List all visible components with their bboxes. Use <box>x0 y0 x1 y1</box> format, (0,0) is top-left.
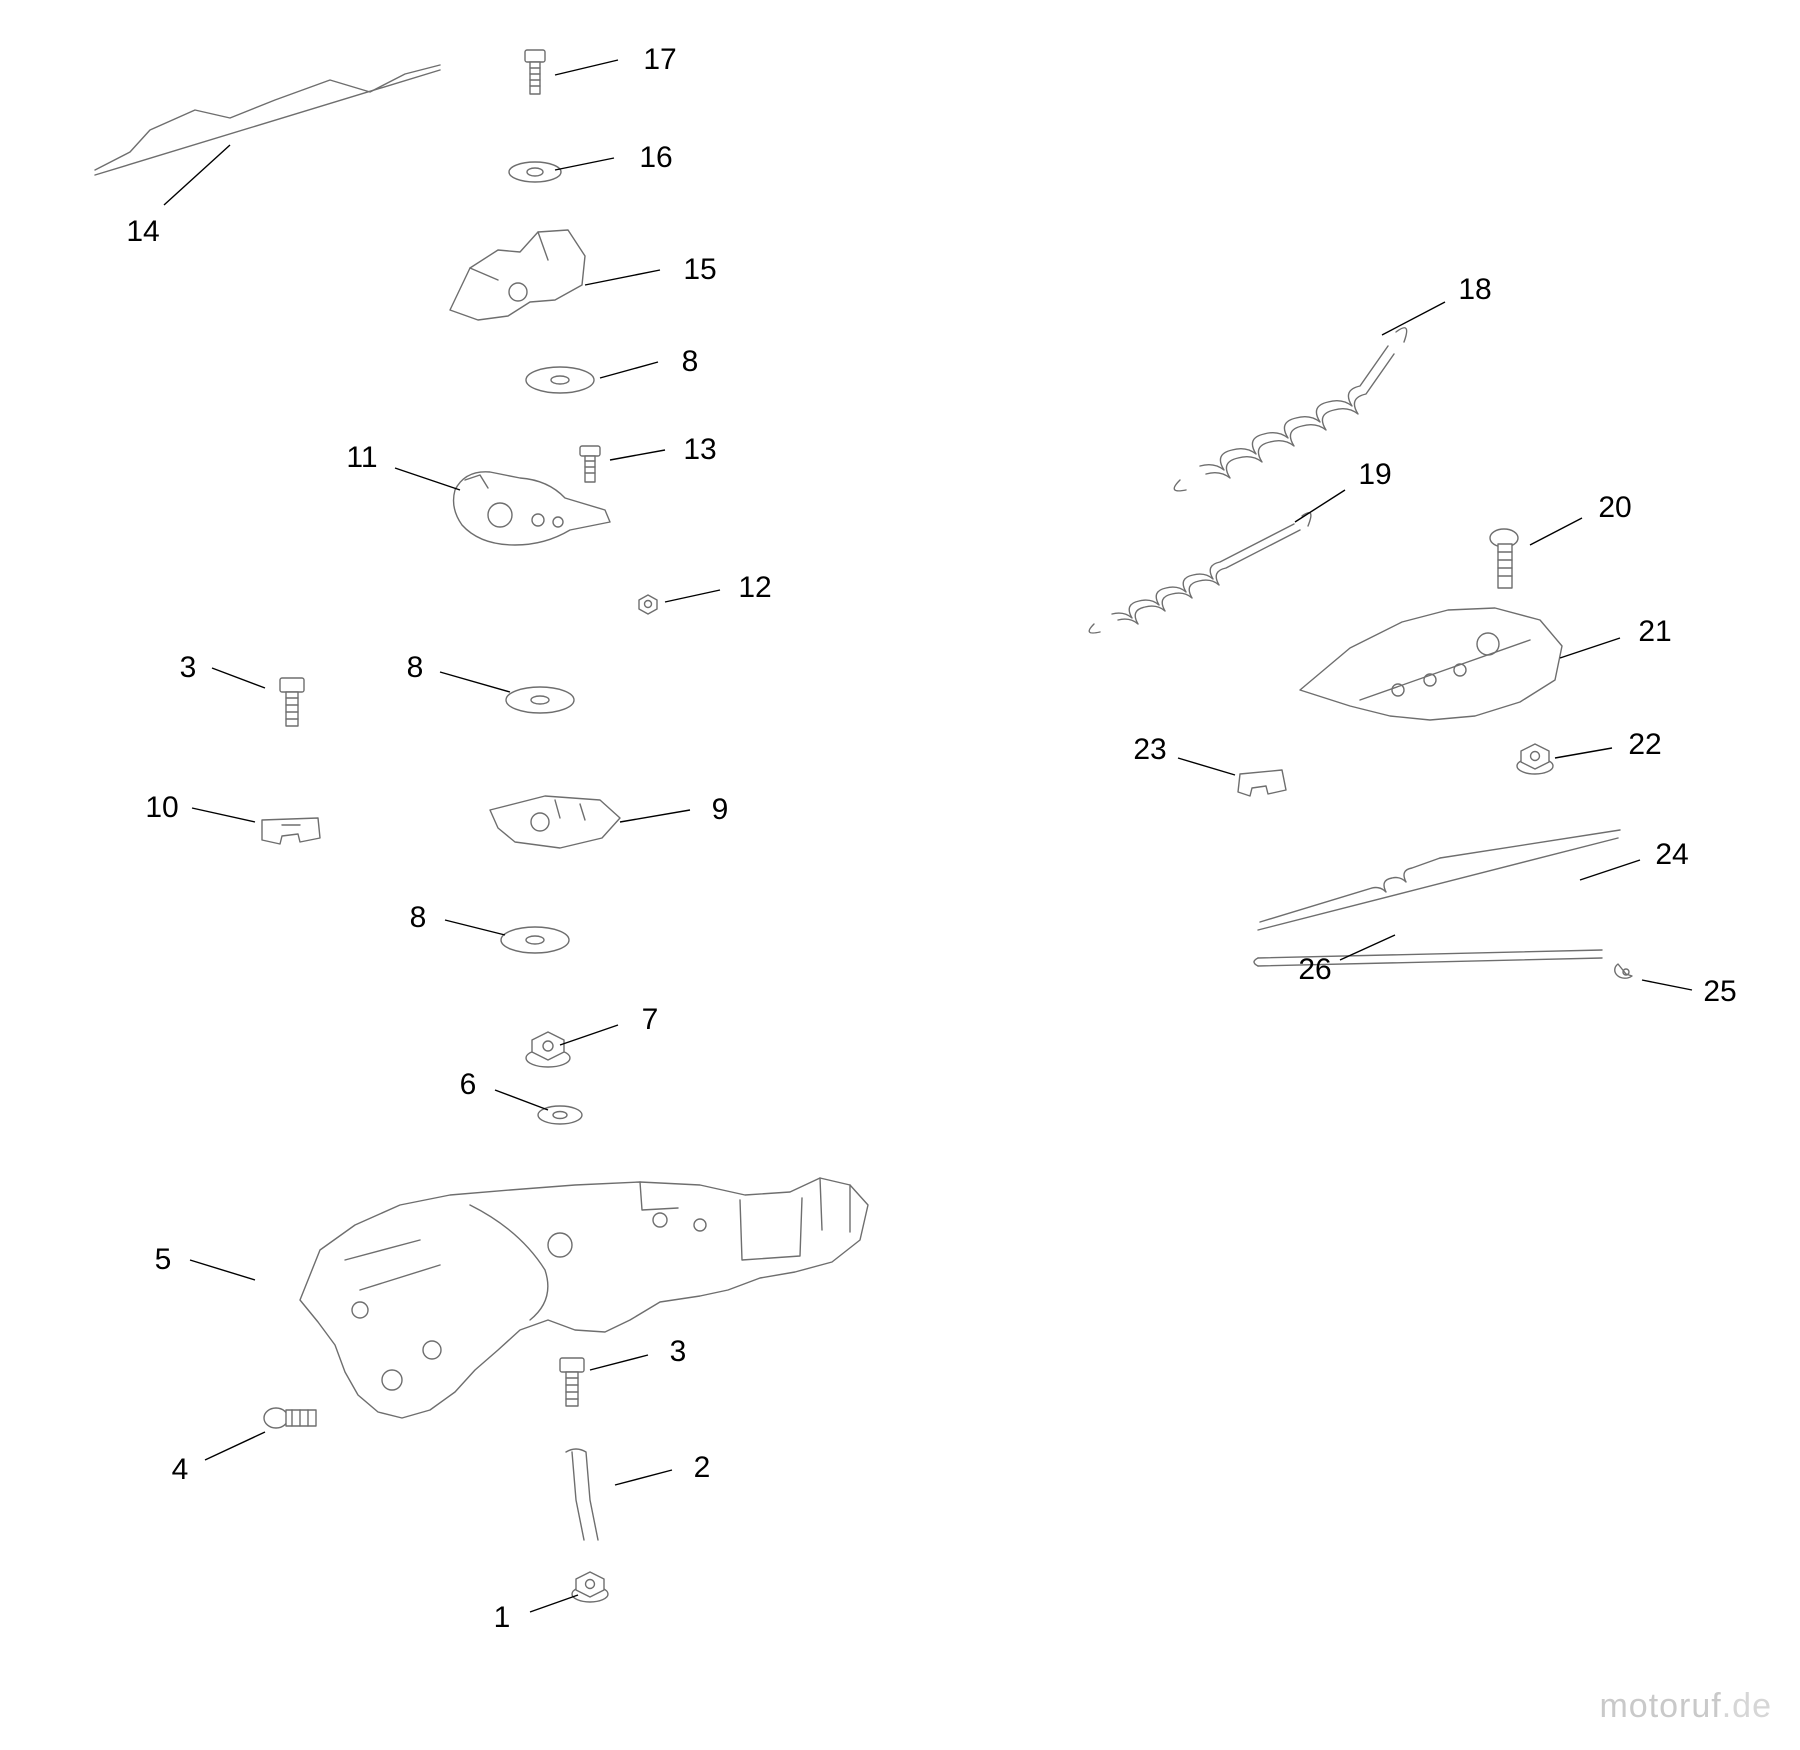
part-8-washer-lower <box>501 927 569 953</box>
part-19-spring <box>1089 513 1311 633</box>
leader-8 <box>445 920 505 935</box>
watermark: motoruf.de <box>1599 1687 1772 1726</box>
leader-6 <box>495 1090 548 1110</box>
part-17-screw <box>525 50 545 94</box>
part-3-screw-left <box>280 678 304 726</box>
callout-8: 8 <box>407 651 424 685</box>
part-20-bolt <box>1490 529 1518 588</box>
diagram-stage: 1716141581811131219203821222310982426257… <box>0 0 1800 1750</box>
callout-24: 24 <box>1655 838 1688 872</box>
callout-16: 16 <box>639 141 672 175</box>
part-22-nut <box>1517 744 1553 774</box>
leader-14 <box>164 145 230 205</box>
part-5-bracket <box>300 1178 868 1418</box>
callout-25: 25 <box>1703 975 1736 1009</box>
callout-8: 8 <box>410 901 427 935</box>
callout-17: 17 <box>643 43 676 77</box>
part-2-rod <box>566 1449 598 1540</box>
callout-2: 2 <box>694 1451 711 1485</box>
callout-20: 20 <box>1598 491 1631 525</box>
callout-4: 4 <box>172 1453 189 1487</box>
part-21-lever <box>1300 608 1562 720</box>
leader-26 <box>1340 935 1395 960</box>
watermark-tld: .de <box>1722 1687 1772 1725</box>
leader-19 <box>1295 490 1345 522</box>
watermark-text: motoruf <box>1599 1687 1721 1725</box>
callout-9: 9 <box>712 793 729 827</box>
part-24-rod <box>1258 830 1620 930</box>
callout-19: 19 <box>1358 458 1391 492</box>
leader-25 <box>1642 980 1692 990</box>
callout-11: 11 <box>346 441 377 475</box>
part-8-washer-mid <box>506 687 574 713</box>
callout-23: 23 <box>1133 733 1166 767</box>
callout-14: 14 <box>126 215 159 249</box>
part-3-screw-right <box>560 1358 584 1406</box>
part-9-plate <box>490 796 620 848</box>
leader-21 <box>1560 638 1620 658</box>
callout-1: 1 <box>494 1601 511 1635</box>
part-13-screw <box>580 446 600 482</box>
leader-8 <box>600 362 658 378</box>
part-7-nut <box>526 1032 570 1067</box>
part-16-washer <box>509 162 561 182</box>
part-12-nut <box>639 595 657 614</box>
leader-24 <box>1580 860 1640 880</box>
leader-3 <box>590 1355 648 1370</box>
callout-13: 13 <box>683 433 716 467</box>
callout-10: 10 <box>145 791 178 825</box>
callout-8: 8 <box>682 345 699 379</box>
leader-12 <box>665 590 720 602</box>
leader-4 <box>205 1432 265 1460</box>
callout-22: 22 <box>1628 728 1661 762</box>
callout-3: 3 <box>180 651 197 685</box>
leader-16 <box>555 158 614 170</box>
leader-1 <box>530 1595 578 1612</box>
leader-15 <box>585 270 660 285</box>
callout-18: 18 <box>1458 273 1491 307</box>
leader-18 <box>1382 302 1445 335</box>
part-14-rod <box>95 65 440 175</box>
part-23-clip <box>1238 770 1286 796</box>
callout-12: 12 <box>738 571 771 605</box>
leader-17 <box>555 60 618 75</box>
part-1-nut <box>572 1572 608 1602</box>
callout-26: 26 <box>1298 953 1331 987</box>
leader-11 <box>395 468 460 490</box>
leader-22 <box>1555 748 1612 758</box>
callout-7: 7 <box>642 1003 659 1037</box>
part-25-clip <box>1615 964 1632 978</box>
part-15-bracket <box>450 230 585 320</box>
part-10-clip <box>262 818 320 844</box>
callout-15: 15 <box>683 253 716 287</box>
callout-6: 6 <box>460 1068 477 1102</box>
leader-9 <box>620 810 690 822</box>
callout-5: 5 <box>155 1243 172 1277</box>
leader-7 <box>560 1025 618 1045</box>
leader-13 <box>610 450 665 460</box>
leader-8 <box>440 672 510 692</box>
leader-10 <box>192 808 255 822</box>
part-11-lever <box>454 472 610 545</box>
leader-23 <box>1178 758 1235 775</box>
part-8-washer-upper <box>526 367 594 393</box>
leader-20 <box>1530 518 1582 545</box>
callout-3: 3 <box>670 1335 687 1369</box>
exploded-view-svg <box>0 0 1800 1750</box>
leader-2 <box>615 1470 672 1485</box>
callout-21: 21 <box>1638 615 1671 649</box>
leader-3 <box>212 668 265 688</box>
leader-5 <box>190 1260 255 1280</box>
part-4-screw <box>264 1408 316 1428</box>
